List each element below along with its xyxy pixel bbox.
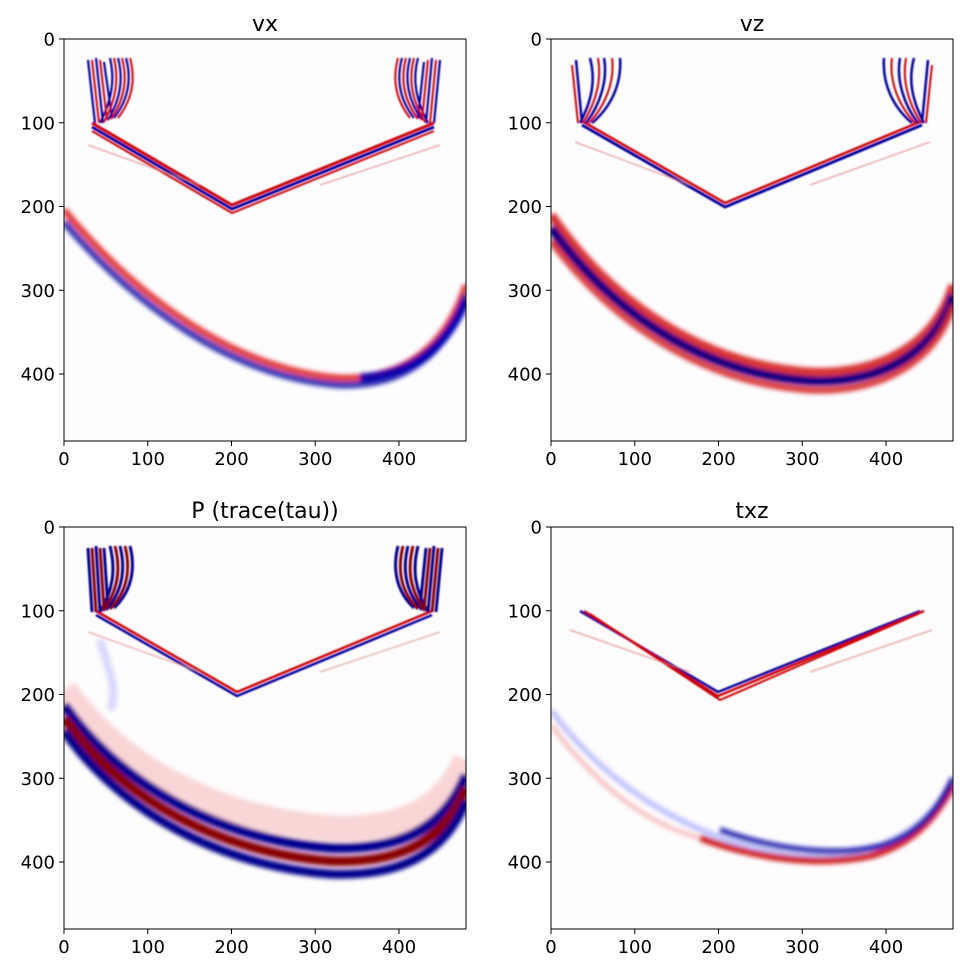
source-right-arcs-red [890, 57, 933, 124]
x-tick-label: 100 [618, 937, 652, 958]
wavefield [551, 609, 953, 865]
y-tick-label: 0 [531, 30, 542, 51]
x-tick-label: 0 [545, 937, 556, 958]
plot-area [551, 527, 953, 929]
upper-wavefront-blue [91, 125, 435, 211]
wavefield [551, 57, 953, 394]
faint-blue-blob [96, 638, 118, 712]
x-tick-label: 400 [869, 937, 903, 958]
axes-frame [550, 38, 954, 442]
source-right-arcs [882, 57, 930, 124]
y-tick-label: 300 [21, 769, 55, 790]
x-tick-label: 400 [382, 449, 416, 470]
lower-wavefront-blue [718, 776, 953, 855]
y-tick-label: 0 [531, 518, 542, 539]
y-tick-label: 0 [44, 518, 55, 539]
axes-frame [63, 526, 467, 930]
y-tick-label: 200 [21, 197, 55, 218]
x-tick-label: 200 [701, 449, 735, 470]
y-tick-label: 300 [21, 281, 55, 302]
upper-wavefront-red [91, 121, 435, 207]
lower-wavefront-red [551, 212, 953, 377]
axis-ticks: 0 100 200 300 400 0 100 200 300 400 [508, 30, 904, 471]
x-tick-label: 200 [214, 937, 248, 958]
axis-ticks: 0 100 200 300 400 0 100 200 300 400 [508, 518, 904, 959]
x-tick-label: 200 [701, 937, 735, 958]
y-tick-label: 100 [21, 113, 55, 134]
x-tick-label: 0 [545, 449, 556, 470]
y-tick-label: 200 [508, 197, 542, 218]
lower-wavefront-red-2 [551, 238, 953, 394]
y-tick-label: 100 [21, 601, 55, 622]
panel-txz: txz 0 100 200 300 400 0 100 200 300 400 [508, 499, 954, 959]
x-tick-label: 300 [785, 449, 819, 470]
chart-title: vz [740, 12, 765, 37]
y-tick-label: 200 [21, 685, 55, 706]
x-tick-label: 400 [869, 449, 903, 470]
head-wave-faint [574, 141, 931, 186]
source-left-arcs-red [90, 545, 130, 613]
x-tick-label: 200 [214, 449, 248, 470]
halo-red [64, 682, 466, 842]
lower-wavefront-red-faint [551, 723, 701, 841]
y-tick-label: 200 [508, 685, 542, 706]
y-tick-label: 100 [508, 113, 542, 134]
y-tick-label: 400 [508, 853, 542, 874]
x-tick-label: 300 [298, 449, 332, 470]
x-tick-label: 300 [298, 937, 332, 958]
source-left-arcs [86, 545, 134, 613]
panel-vx: vx 0 100 200 300 400 0 100 200 300 400 [21, 12, 467, 471]
source-left-arcs [574, 57, 622, 124]
upper-wavefront-blue [95, 613, 433, 698]
y-tick-label: 100 [508, 601, 542, 622]
chart-title: P (trace(tau)) [191, 499, 338, 524]
y-tick-label: 400 [508, 365, 542, 386]
source-left-arcs-red [571, 57, 614, 124]
lower-wavefront-red [64, 715, 466, 867]
chart-title: vx [252, 12, 278, 37]
upper-wavefront-red-2 [589, 613, 919, 702]
x-tick-label: 0 [58, 449, 69, 470]
x-tick-label: 100 [131, 937, 165, 958]
wavefield [64, 57, 466, 389]
source-right-arcs [398, 57, 442, 124]
axis-ticks: 0 100 200 300 400 0 100 200 300 400 [21, 30, 417, 471]
y-tick-label: 300 [508, 281, 542, 302]
upper-wavefront-blue [581, 123, 923, 209]
x-tick-label: 100 [618, 449, 652, 470]
source-right-arcs-red [394, 57, 437, 124]
head-wave-faint [87, 631, 441, 673]
y-tick-label: 300 [508, 769, 542, 790]
y-tick-label: 400 [21, 365, 55, 386]
axes-frame [550, 526, 954, 930]
x-tick-label: 0 [58, 937, 69, 958]
source-right-arcs-red [398, 545, 440, 613]
lower-wavefront-blue [551, 225, 953, 386]
y-tick-label: 0 [44, 30, 55, 51]
axis-ticks: 0 100 200 300 400 0 100 200 300 400 [21, 518, 417, 959]
y-tick-label: 400 [21, 853, 55, 874]
upper-wavefront-red [95, 609, 433, 694]
chart-title: txz [735, 499, 768, 524]
upper-wavefront-red [581, 119, 923, 205]
x-tick-label: 300 [785, 937, 819, 958]
x-tick-label: 400 [382, 937, 416, 958]
head-wave-faint [87, 144, 441, 186]
panel-vz: vz 0 100 200 300 400 0 100 200 300 400 [508, 12, 954, 471]
lower-wavefront-blue-2 [64, 728, 466, 879]
head-wave-faint [569, 629, 933, 673]
axes-frame [63, 38, 467, 442]
source-right-arcs [394, 545, 444, 613]
source-left-arcs-red [91, 57, 134, 124]
lower-wavefront-blue [64, 702, 466, 854]
upper-wavefront-red-2 [91, 130, 435, 215]
wavefield [64, 545, 466, 879]
x-tick-label: 100 [131, 449, 165, 470]
lower-wavefront-blue-right [359, 298, 466, 383]
source-left-arcs [86, 57, 130, 124]
